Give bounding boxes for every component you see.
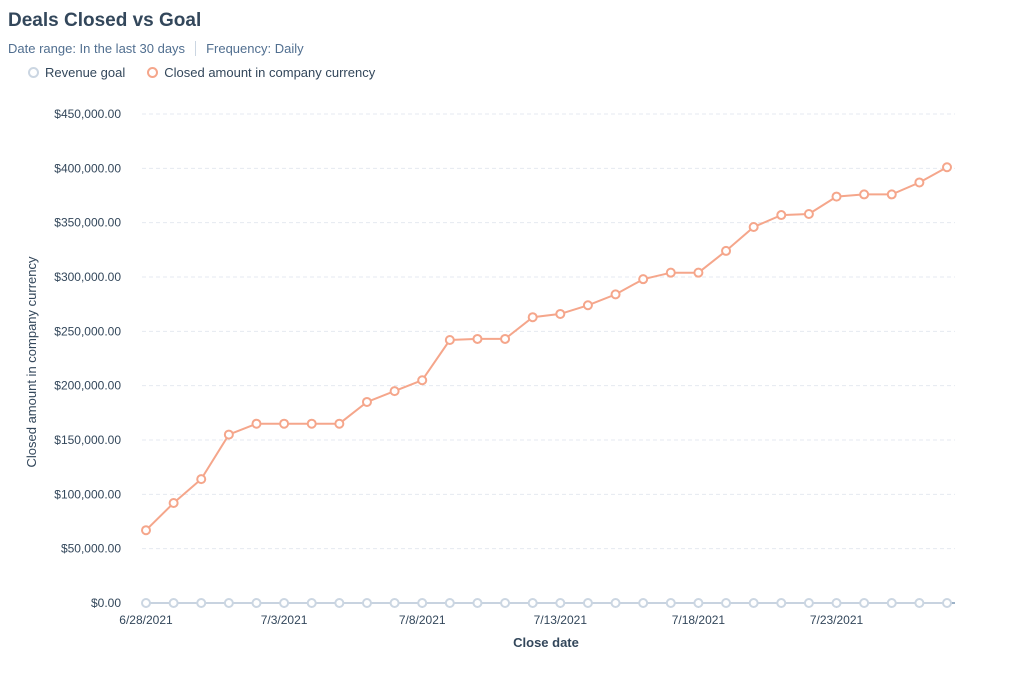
data-point[interactable] [886, 189, 897, 200]
y-tick-label: $400,000.00 [54, 161, 121, 175]
y-tick-label: $150,000.00 [54, 433, 121, 447]
y-tick-label: $50,000.00 [61, 542, 121, 556]
series-closed-amount [141, 162, 952, 536]
data-point[interactable] [500, 598, 511, 608]
data-point[interactable] [361, 396, 372, 407]
y-tick-label: $350,000.00 [54, 216, 121, 230]
data-point[interactable] [141, 598, 151, 608]
data-point[interactable] [306, 598, 317, 608]
data-point[interactable] [472, 333, 483, 344]
data-point[interactable] [638, 598, 649, 608]
data-point[interactable] [914, 177, 925, 188]
data-point[interactable] [693, 267, 704, 278]
legend-marker-icon [147, 67, 159, 78]
data-point[interactable] [610, 598, 621, 608]
data-point[interactable] [334, 598, 345, 608]
x-tick-label: 7/23/2021 [810, 613, 864, 627]
data-point[interactable] [527, 598, 538, 608]
data-point[interactable] [610, 289, 621, 300]
data-point[interactable] [886, 598, 897, 608]
data-point[interactable] [168, 598, 179, 608]
data-point[interactable] [472, 598, 483, 608]
series-revenue-goal [141, 598, 952, 608]
data-point[interactable] [417, 598, 428, 608]
x-tick-label: 7/13/2021 [534, 613, 588, 627]
data-point[interactable] [334, 418, 345, 429]
date-range-label[interactable]: Date range: In the last 30 days [8, 41, 186, 56]
gridlines [142, 113, 955, 604]
data-point[interactable] [831, 191, 842, 202]
y-tick-label: $100,000.00 [54, 487, 121, 501]
data-point[interactable] [389, 386, 400, 397]
legend-label: Closed amount in company currency [164, 65, 376, 80]
x-axis-ticks: 6/28/2021 7/3/2021 7/8/2021 7/13/2021 7/18/2… [119, 603, 864, 627]
data-point[interactable] [831, 598, 842, 608]
y-axis-ticks: $0.00 $50,000.00 $100,000.00 $150,000.00 $20… [54, 107, 121, 610]
x-tick-label: 7/8/2021 [399, 613, 446, 627]
data-point[interactable] [555, 598, 566, 608]
chart-legend: Revenue goal Closed amount in company cu… [28, 65, 397, 80]
data-point[interactable] [638, 274, 649, 285]
meta-divider [195, 41, 197, 56]
data-point[interactable] [859, 189, 870, 200]
x-axis-title: Close date [513, 635, 579, 650]
data-point[interactable] [914, 598, 925, 608]
y-axis-title: Closed amount in company currency [24, 256, 39, 467]
data-point[interactable] [168, 498, 179, 509]
report-meta: Date range: In the last 30 days Frequenc… [8, 41, 304, 56]
data-point[interactable] [582, 300, 593, 311]
data-point[interactable] [693, 598, 704, 608]
x-tick-label: 7/3/2021 [261, 613, 308, 627]
y-tick-label: $0.00 [91, 596, 121, 610]
data-point[interactable] [942, 598, 952, 608]
legend-item-revenue-goal[interactable]: Revenue goal [28, 65, 125, 80]
data-point[interactable] [942, 162, 952, 173]
data-point[interactable] [859, 598, 870, 608]
data-point[interactable] [389, 598, 400, 608]
data-point[interactable] [500, 333, 511, 344]
legend-label: Revenue goal [45, 65, 126, 80]
legend-item-closed-amount[interactable]: Closed amount in company currency [147, 65, 375, 80]
y-tick-label: $450,000.00 [54, 107, 121, 121]
data-point[interactable] [527, 312, 538, 323]
series-line [145, 166, 948, 531]
data-point[interactable] [279, 598, 290, 608]
data-point[interactable] [444, 598, 455, 608]
data-point[interactable] [223, 598, 234, 608]
y-tick-label: $200,000.00 [54, 379, 121, 393]
data-point[interactable] [721, 598, 732, 608]
data-point[interactable] [196, 598, 207, 608]
x-tick-label: 7/18/2021 [672, 613, 726, 627]
data-point[interactable] [665, 598, 676, 608]
data-point[interactable] [803, 208, 814, 219]
data-point[interactable] [141, 525, 151, 536]
data-point[interactable] [555, 308, 566, 319]
data-point[interactable] [417, 375, 428, 386]
data-point[interactable] [196, 474, 207, 485]
data-point[interactable] [803, 598, 814, 608]
data-point[interactable] [361, 598, 372, 608]
data-point[interactable] [665, 267, 676, 278]
frequency-label[interactable]: Frequency: Daily [206, 41, 304, 56]
data-point[interactable] [748, 598, 759, 608]
legend-marker-icon [28, 67, 39, 78]
data-point[interactable] [279, 418, 290, 429]
data-point[interactable] [444, 335, 455, 346]
y-tick-label: $300,000.00 [54, 270, 121, 284]
data-point[interactable] [776, 210, 787, 221]
data-point[interactable] [582, 598, 593, 608]
y-tick-label: $250,000.00 [54, 324, 121, 338]
data-point[interactable] [721, 245, 732, 256]
data-point[interactable] [251, 418, 262, 429]
data-point[interactable] [306, 418, 317, 429]
data-point[interactable] [748, 222, 759, 233]
chart-title: Deals Closed vs Goal [8, 10, 202, 31]
x-tick-label: 6/28/2021 [119, 613, 173, 627]
data-point[interactable] [223, 429, 234, 440]
data-point[interactable] [776, 598, 787, 608]
data-point[interactable] [251, 598, 262, 608]
